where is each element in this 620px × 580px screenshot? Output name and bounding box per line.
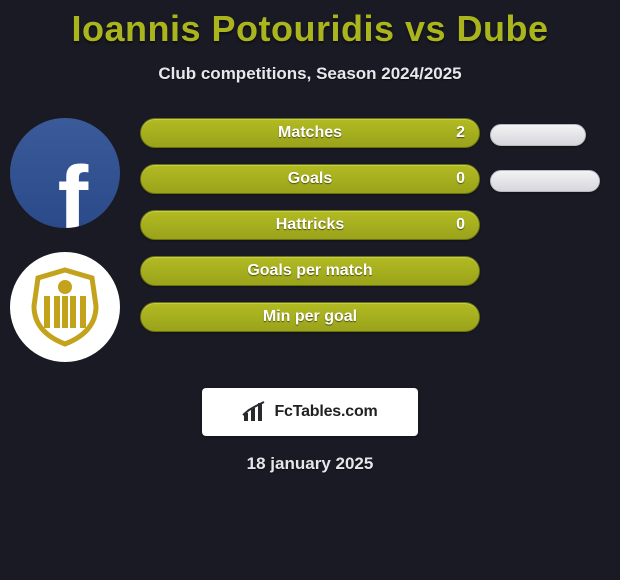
- stat-value: 0: [456, 170, 465, 188]
- footer-date: 18 january 2025: [0, 454, 620, 474]
- club-crest: [10, 252, 120, 362]
- stat-value: 0: [456, 216, 465, 234]
- stat-value: 2: [456, 124, 465, 142]
- stat-bars: Matches 2 Goals 0 Hattricks 0 Goals per …: [140, 118, 480, 348]
- value-pill: [490, 170, 600, 192]
- source-badge-text: FcTables.com: [274, 403, 377, 421]
- stat-label: Hattricks: [276, 216, 344, 234]
- stat-label: Min per goal: [263, 308, 357, 326]
- stat-bar-goals-per-match: Goals per match: [140, 256, 480, 286]
- stat-label: Matches: [278, 124, 342, 142]
- page-subtitle: Club competitions, Season 2024/2025: [0, 64, 620, 84]
- page-title: Ioannis Potouridis vs Dube: [0, 0, 620, 50]
- source-badge: FcTables.com: [202, 388, 418, 436]
- facebook-icon: f: [10, 118, 120, 228]
- stat-bar-min-per-goal: Min per goal: [140, 302, 480, 332]
- right-value-pills: [490, 118, 600, 216]
- stat-label: Goals per match: [247, 262, 372, 280]
- comparison-content: f Matches 2 Goals 0 Hattricks 0: [0, 118, 620, 378]
- facebook-avatar: f: [10, 118, 120, 228]
- facebook-glyph: f: [58, 165, 89, 228]
- value-pill: [490, 124, 586, 146]
- stat-label: Goals: [288, 170, 332, 188]
- stat-bar-matches: Matches 2: [140, 118, 480, 148]
- chart-icon: [242, 401, 268, 423]
- stat-bar-goals: Goals 0: [140, 164, 480, 194]
- left-avatar-column: f: [10, 118, 120, 362]
- stat-bar-hattricks: Hattricks 0: [140, 210, 480, 240]
- club-crest-icon: [22, 264, 108, 350]
